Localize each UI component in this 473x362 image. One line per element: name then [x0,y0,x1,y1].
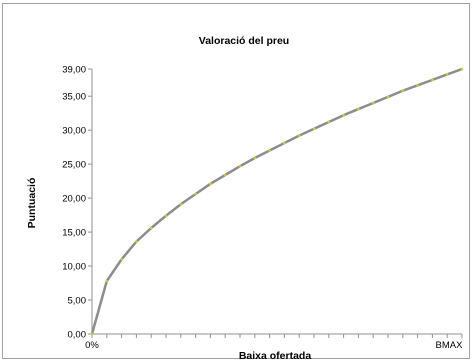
x-tick-label-end: BMAX [436,340,464,351]
data-point [460,67,464,71]
y-tick-label: 0,00 [68,330,87,341]
data-point [253,156,257,160]
x-tick-label-start: 0% [85,340,99,351]
data-point [268,149,271,152]
data-point [105,279,109,283]
y-tick-label: 15,00 [62,228,86,239]
y-axis-title: Puntuació [26,178,38,229]
data-point [431,78,434,82]
data-point [120,257,123,261]
data-point [416,84,419,87]
data-point [149,226,153,230]
x-axis-title: Baixa ofertada [239,350,312,360]
data-point [386,95,390,99]
series-layer [90,67,464,336]
chart-frame: Valoració del preu Puntuació Baixa ofert… [2,3,470,360]
chart-title: Valoració del preu [199,35,289,47]
data-point [90,332,94,336]
data-point [223,173,227,177]
y-tick-label: 10,00 [62,262,86,273]
x-axis-ticks: 0% BMAX [85,334,463,351]
data-point [342,113,345,117]
data-point [283,141,286,145]
data-point [312,127,316,131]
data-point [209,182,212,186]
y-tick-label: 25,00 [62,160,86,171]
data-point [194,192,197,196]
y-axis-ticks: 0,00 5,00 10,00 15,00 20,00 25,00 30,00 35,00 39… [62,65,92,341]
data-point [445,73,449,76]
y-tick-label: 30,00 [62,126,86,137]
data-point [327,120,331,124]
data-point [135,240,138,243]
data-point [238,164,242,168]
data-point [164,214,168,218]
y-tick-label: 20,00 [62,194,86,205]
data-point [297,134,301,137]
data-point [371,101,375,105]
data-point [401,89,405,93]
data-point [179,202,183,206]
y-tick-label: 5,00 [68,296,87,307]
series-line [90,67,463,335]
y-tick-label: 35,00 [62,92,86,103]
y-tick-label: 39,00 [62,65,86,76]
price-score-chart: Valoració del preu Puntuació Baixa ofert… [26,35,464,360]
data-point [357,107,360,111]
